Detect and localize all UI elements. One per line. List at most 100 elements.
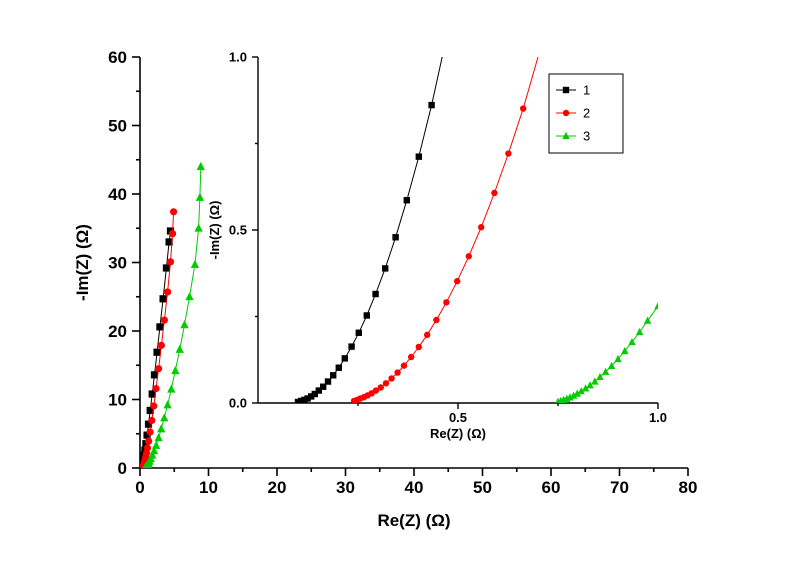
marker-square [562, 86, 570, 94]
x-tick-label: 0 [135, 478, 144, 497]
marker-triangle [586, 381, 594, 389]
marker-circle [537, 47, 543, 53]
y-tick-label: 60 [108, 48, 127, 67]
marker-triangle [157, 424, 166, 433]
series-3 [555, 301, 658, 403]
marker-triangle [190, 259, 200, 268]
marker-square [443, 42, 449, 43]
x-tick-label: 60 [542, 478, 561, 497]
marker-triangle [148, 450, 157, 459]
marker-triangle [596, 372, 604, 381]
x-tick-label: 50 [473, 478, 492, 497]
marker-circle [146, 428, 154, 436]
marker-circle [377, 384, 384, 391]
marker-triangle [628, 337, 636, 346]
x-axis-title: Re(Z) (Ω) [430, 426, 486, 441]
marker-circle [562, 109, 570, 117]
marker-square [348, 343, 355, 350]
marker-triangle [194, 223, 203, 232]
marker-triangle [175, 344, 184, 353]
x-tick-label: 20 [268, 478, 287, 497]
marker-circle [433, 316, 440, 324]
y-tick-label: 10 [108, 391, 127, 410]
marker-circle [520, 105, 527, 112]
marker-triangle [154, 433, 163, 442]
marker-circle [150, 402, 158, 410]
marker-circle [415, 343, 422, 351]
x-tick-label: 1.0 [649, 410, 667, 425]
marker-square [355, 329, 362, 336]
inset-zoom-chart: 0.5 1.0 0.0 0.5 1.0 Re(Z) (Ω) -Im(Z) (Ω) 1 2 3 [207, 42, 667, 441]
marker-circle [394, 369, 401, 376]
marker-square [150, 371, 159, 379]
marker-square [311, 390, 318, 398]
marker-triangle [635, 327, 644, 336]
marker-circle [465, 253, 472, 260]
marker-triangle [149, 446, 159, 455]
marker-triangle [607, 361, 616, 370]
marker-square [146, 406, 154, 415]
marker-circle [372, 387, 380, 394]
series-1 [294, 42, 449, 403]
marker-circle [424, 331, 431, 339]
marker-square [363, 312, 370, 319]
marker-triangle [163, 400, 172, 409]
marker-square [382, 265, 389, 272]
marker-circle [505, 150, 512, 157]
marker-triangle [654, 301, 658, 310]
marker-circle [478, 224, 485, 231]
marker-square [403, 197, 410, 204]
marker-square [304, 395, 311, 402]
marker-square [330, 372, 337, 379]
marker-square [320, 383, 327, 390]
marker-circle [145, 437, 153, 445]
marker-square [341, 355, 348, 362]
x-axis-title: Re(Z) (Ω) [377, 511, 450, 530]
marker-circle [157, 341, 165, 349]
marker-triangle [621, 346, 629, 355]
series-line [141, 211, 175, 468]
marker-square [156, 323, 164, 331]
marker-square [315, 387, 322, 394]
marker-square [335, 364, 342, 371]
marker-triangle [185, 292, 194, 301]
marker-triangle [167, 384, 176, 393]
marker-circle [154, 365, 163, 373]
marker-square [148, 390, 156, 398]
marker-triangle [196, 161, 205, 171]
marker-square [143, 431, 151, 439]
y-tick-label: 40 [108, 185, 127, 204]
y-tick-label: 1.0 [229, 50, 247, 65]
legend-label: 1 [583, 83, 590, 98]
marker-triangle [591, 377, 599, 385]
marker-triangle [601, 367, 610, 375]
marker-circle [164, 288, 172, 296]
legend-label: 3 [583, 129, 590, 144]
marker-triangle [180, 320, 189, 329]
x-tick-label: 0.5 [449, 410, 467, 425]
y-tick-label: 0.5 [229, 223, 247, 238]
marker-square [392, 234, 399, 241]
marker-circle [166, 258, 175, 266]
marker-triangle [577, 387, 585, 395]
series-line [353, 57, 539, 402]
marker-triangle [581, 384, 590, 392]
marker-circle [382, 380, 390, 387]
marker-circle [408, 353, 415, 361]
legend-label: 2 [583, 106, 590, 121]
marker-triangle [643, 316, 652, 324]
marker-circle [454, 278, 461, 285]
marker-circle [443, 299, 450, 306]
marker-triangle [614, 354, 622, 363]
marker-circle [491, 189, 498, 197]
marker-circle [168, 230, 177, 238]
marker-square [144, 420, 153, 428]
marker-square [428, 101, 435, 109]
marker-triangle [152, 440, 161, 449]
marker-triangle [569, 391, 578, 399]
marker-square [162, 264, 171, 272]
marker-square [165, 238, 173, 246]
x-tick-label: 70 [610, 478, 629, 497]
marker-circle [169, 208, 178, 216]
